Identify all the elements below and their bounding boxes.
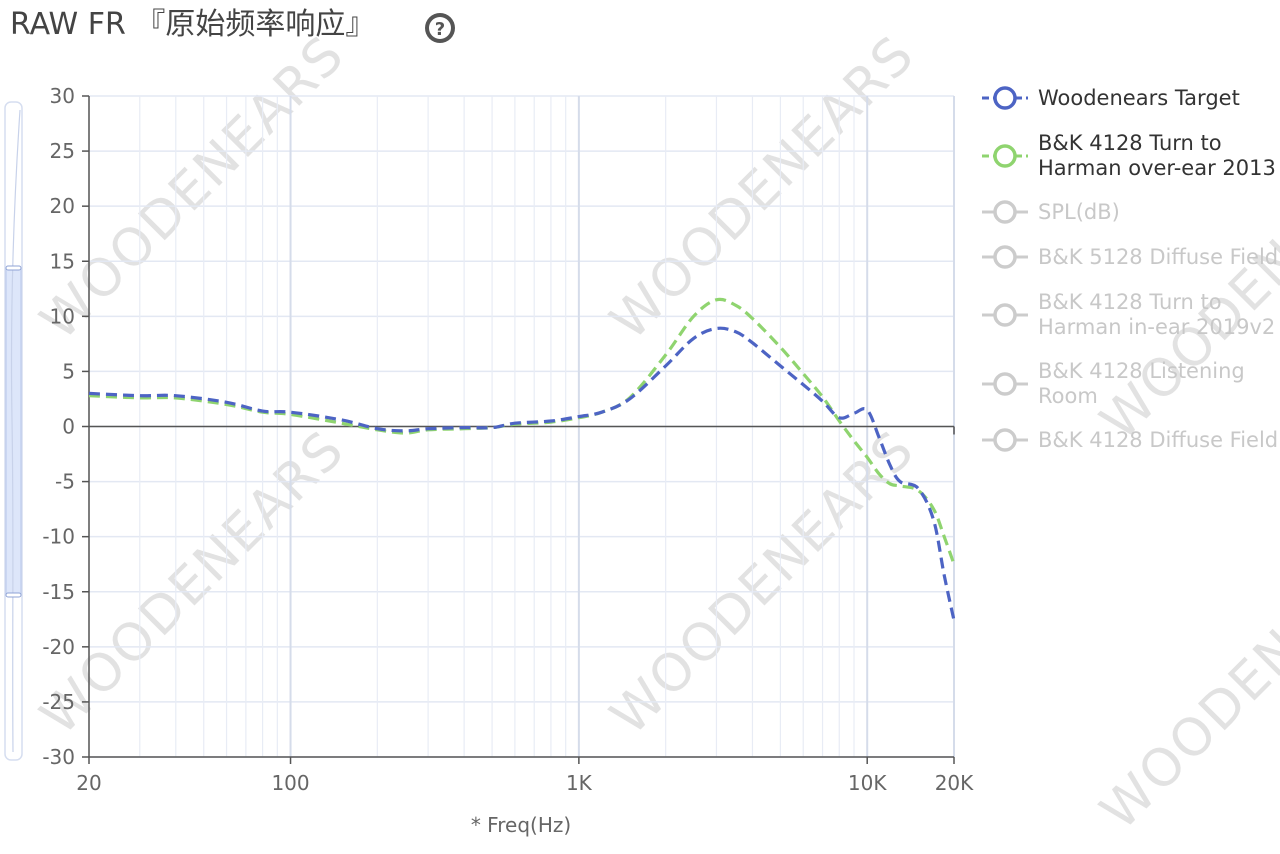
y-tick-label: -25 [42,690,75,714]
y-tick-label: 25 [50,139,75,163]
y-tick-label: 30 [50,84,75,108]
x-axis-label: * Freq(Hz) [471,813,571,837]
y-tick-label: -30 [42,745,75,769]
legend-label: Woodenears Target [1038,86,1240,110]
y-tick-label: 10 [50,304,75,328]
x-tick-label: 100 [271,771,309,795]
circle-line-icon [993,200,1017,224]
question-circle-icon[interactable]: ? [425,13,455,43]
x-axis-ticks: 20 100 1K 10K 20K [76,757,974,795]
circle-line-icon [993,372,1017,396]
legend-label: B&K 4128 Listening [1038,359,1245,383]
legend-label: Harman over-ear 2013 [1038,156,1276,180]
legend-item-6[interactable]: B&K 4128 Diffuse Field [982,428,1278,452]
x-tick-label: 1K [566,771,593,795]
legend-label: Harman in-ear 2019v2 [1038,315,1275,339]
legend-label: B&K 4128 Turn to [1038,290,1222,314]
circle-line-icon [993,245,1017,269]
legend-label: SPL(dB) [1038,200,1120,224]
zoom-slider-handle-top[interactable] [5,265,22,271]
y-tick-label: -5 [55,470,75,494]
legend-label: Room [1038,384,1098,408]
y-tick-label: -20 [42,635,75,659]
page-title: RAW FR 『原始频率响应』 [10,7,375,42]
y-axis-ticks: 30 25 20 15 10 5 0 -5 -10 -15 -20 -25 -30 [42,84,89,769]
watermark-text: WOODENEARS [29,419,356,746]
circle-line-icon [993,144,1017,168]
zoom-slider-handle-bottom[interactable] [5,592,22,598]
y-tick-label: -10 [42,525,75,549]
x-tick-label: 10K [848,771,887,795]
legend-item-0[interactable]: Woodenears Target [982,86,1240,110]
circle-line-icon [993,303,1017,327]
zoom-slider-range[interactable] [5,267,22,596]
y-tick-label: 0 [62,415,75,439]
legend-label: B&K 4128 Turn to [1038,131,1222,155]
x-tick-label: 20 [76,771,101,795]
watermark-text: WOODENEARS [599,419,926,746]
svg-text:?: ? [435,19,445,40]
y-tick-label: -15 [42,580,75,604]
legend-label: B&K 4128 Diffuse Field [1038,428,1278,452]
legend-item-2[interactable]: SPL(dB) [982,200,1120,224]
legend-label: B&K 5128 Diffuse Field [1038,245,1278,269]
y-tick-label: 5 [62,359,75,383]
zoom-slider[interactable] [4,101,23,761]
chart-series [88,297,956,621]
circle-line-icon [993,428,1017,452]
watermark-text: WOODENEARS [599,24,926,351]
legend-item-3[interactable]: B&K 5128 Diffuse Field [982,245,1278,269]
watermark-text: WOODENEARS [29,24,356,351]
x-tick-label: 20K [935,771,974,795]
y-tick-label: 15 [50,249,75,273]
watermark-text: WOODENEARS [1089,514,1280,841]
circle-line-icon [993,86,1017,110]
series-line-1 [88,297,956,565]
series-line-0 [88,326,956,621]
y-tick-label: 20 [50,194,75,218]
